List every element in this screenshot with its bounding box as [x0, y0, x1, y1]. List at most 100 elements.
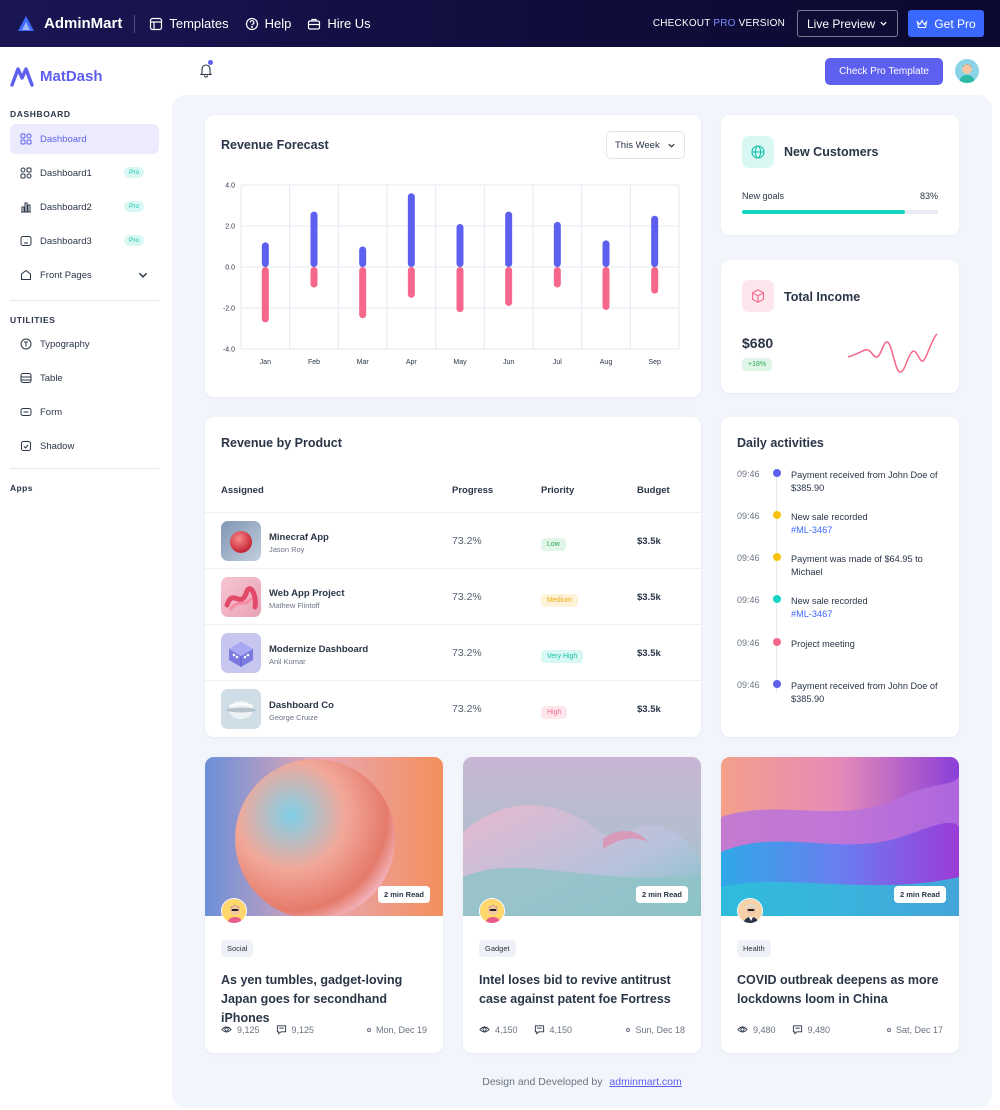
sidebar-item-shadow[interactable]: Shadow — [10, 431, 159, 461]
sidebar-item-dashboard1[interactable]: Dashboard1 Pro — [10, 158, 159, 188]
table-row[interactable]: Modernize Dashboard Anil Kumar 73.2% Ver… — [205, 624, 701, 680]
x-tick-label: Apr — [406, 359, 418, 366]
views-count: 4,150 — [495, 1024, 518, 1035]
bar-negative — [651, 267, 659, 294]
blog-title[interactable]: COVID outbreak deepens as more lockdowns… — [737, 973, 939, 1006]
templates-link[interactable]: Templates — [149, 16, 229, 31]
bar-positive — [602, 240, 610, 267]
activity-dot — [773, 680, 781, 688]
user-avatar-icon — [955, 59, 979, 83]
revenue-by-product-card: Revenue by Product Assigned Progress Pri… — [205, 417, 701, 737]
date-dot-icon — [626, 1027, 631, 1032]
blog-meta: 9,125 9,125 Mon, Dec 19 — [221, 1024, 427, 1035]
eye-icon — [737, 1026, 748, 1033]
x-tick-label: Mar — [357, 359, 370, 366]
help-icon — [245, 17, 258, 30]
activity-link[interactable]: #ML-3467 — [791, 525, 833, 535]
adminmart-logo-icon — [18, 15, 34, 31]
blog-title[interactable]: Intel loses bid to revive antitrust case… — [479, 973, 671, 1006]
chevron-down-icon — [138, 272, 148, 278]
blog-date: Mon, Dec 19 — [375, 1024, 427, 1035]
sidebar-item-table[interactable]: Table — [10, 363, 159, 393]
budget-value: $3.5k — [637, 704, 661, 715]
bar-positive — [553, 221, 561, 267]
adminmart-brand-name: AdminMart — [44, 15, 123, 32]
footer-link[interactable]: adminmart.com — [609, 1076, 682, 1088]
y-tick-label: -4.0 — [223, 347, 235, 354]
comments-count: 4,150 — [549, 1024, 573, 1035]
sidebar-item-dashboard[interactable]: Dashboard — [10, 124, 159, 154]
column-header-priority: Priority — [541, 485, 575, 496]
minecraf-app-image — [221, 521, 261, 561]
progress-value: 73.2% — [452, 703, 482, 715]
new-customers-icon-box — [742, 136, 774, 168]
progress-value: 73.2% — [452, 647, 482, 659]
activity-link[interactable]: #ML-3467 — [791, 609, 833, 619]
priority-badge: Medium — [541, 594, 578, 607]
activity-dot — [773, 469, 781, 477]
blog-title[interactable]: As yen tumbles, gadget-loving Japan goes… — [221, 973, 403, 1025]
product-thumbnail — [221, 689, 261, 729]
activity-time: 09:46 — [737, 638, 760, 648]
category-tag[interactable]: Health — [737, 940, 771, 957]
apps-heading: Apps — [10, 483, 33, 493]
bar-negative — [602, 267, 610, 311]
category-tag[interactable]: Social — [221, 940, 254, 957]
template-icon — [150, 17, 163, 30]
daily-activities-card: Daily activities 09:46 Payment received … — [721, 417, 959, 737]
table-row[interactable]: Minecraf App Jason Roy 73.2% Low $3.5k — [205, 512, 701, 568]
sidebar-item-label: Dashboard2 — [40, 201, 92, 213]
get-pro-button[interactable]: Get Pro — [908, 10, 984, 37]
matdash-brand[interactable]: MatDash — [10, 65, 103, 87]
activity-time: 09:46 — [737, 680, 760, 690]
author-avatar[interactable] — [737, 898, 763, 924]
activity-time: 09:46 — [737, 553, 760, 563]
sidebar-item-form[interactable]: Form — [10, 397, 159, 427]
hire-us-link[interactable]: Hire Us — [307, 16, 371, 31]
sidebar-item-dashboard2[interactable]: Dashboard2 Pro — [10, 192, 159, 222]
box-icon — [751, 289, 765, 303]
checkout-pro-text[interactable]: CHECKOUT PRO VERSION — [653, 18, 785, 29]
typography-icon — [20, 338, 32, 350]
adminmart-brand[interactable]: AdminMart — [16, 14, 122, 34]
pro-tag: Pro — [124, 201, 145, 212]
bar-negative — [359, 267, 367, 319]
help-link[interactable]: Help — [245, 16, 291, 31]
activity-time: 09:46 — [737, 595, 760, 605]
product-name: Web App Project — [269, 588, 345, 599]
author-avatar[interactable] — [479, 898, 505, 924]
total-income-card: Total Income $680 +18% — [721, 260, 959, 393]
sidebar: MatDash DASHBOARD Dashboard Dashboard1 P… — [0, 47, 172, 1110]
period-select[interactable]: This Week — [606, 131, 685, 159]
sidebar-item-front-pages[interactable]: Front Pages — [10, 260, 159, 290]
bell-icon[interactable] — [198, 62, 214, 78]
table-row[interactable]: Dashboard Co George Cruize 73.2% High $3… — [205, 680, 701, 736]
live-preview-label: Live Preview — [807, 16, 876, 31]
bar-negative — [553, 267, 561, 288]
sidebar-item-typography[interactable]: Typography — [10, 329, 159, 359]
date-dot-icon — [366, 1027, 371, 1032]
category-tag[interactable]: Gadget — [479, 940, 516, 957]
shadow-icon — [21, 441, 31, 451]
views-count: 9,125 — [237, 1024, 260, 1035]
total-income-amount: $680 — [742, 335, 774, 351]
dashboard-co-image — [221, 689, 261, 729]
check-pro-template-button[interactable]: Check Pro Template — [825, 58, 943, 85]
activity-time: 09:46 — [737, 511, 760, 521]
table-row[interactable]: Web App Project Mathew Flintoff 73.2% Me… — [205, 568, 701, 624]
blog-card[interactable]: 2 min Read Health COVID outbreak deepens… — [721, 757, 959, 1053]
blog-card[interactable]: 2 min Read Gadget Intel loses bid to rev… — [463, 757, 701, 1053]
live-preview-dropdown[interactable]: Live Preview — [797, 10, 898, 37]
sidebar-item-label: Front Pages — [40, 269, 92, 281]
activity-text: Payment was made of $64.95 to Michael — [791, 554, 923, 577]
blog-card[interactable]: 2 min Read Social As yen tumbles, gadget… — [205, 757, 443, 1053]
product-thumbnail — [221, 633, 261, 673]
x-tick-label: Jul — [553, 359, 562, 366]
bar-chart-icon — [21, 202, 31, 213]
author-avatar[interactable] — [221, 898, 247, 924]
column-header-progress: Progress — [452, 485, 494, 496]
templates-label: Templates — [169, 16, 229, 31]
user-avatar[interactable] — [955, 59, 979, 83]
bar-negative — [505, 267, 513, 306]
sidebar-item-dashboard3[interactable]: Dashboard3 Pro — [10, 226, 159, 256]
